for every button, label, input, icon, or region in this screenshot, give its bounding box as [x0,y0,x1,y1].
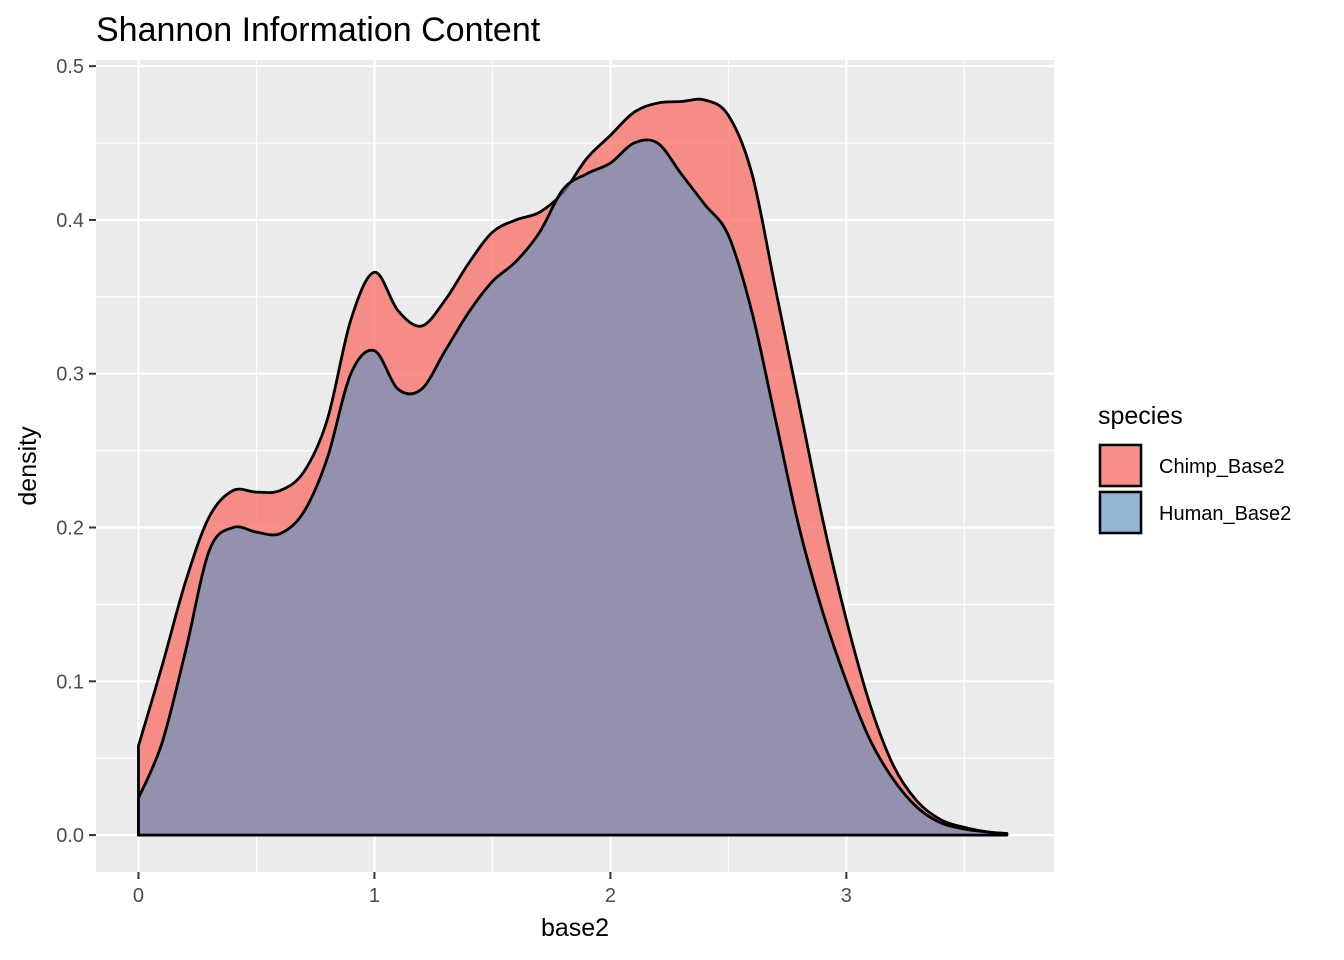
axes: 0 1 2 3 0.0 0.1 0.2 0.3 0.4 0.5 [56,56,852,907]
x-tick-label: 2 [605,885,616,907]
y-axis-title: density [14,426,42,506]
y-tick-label: 0.3 [56,364,84,386]
x-tick-label: 1 [369,885,380,907]
legend-label: Human_Base2 [1159,503,1291,525]
legend-key-swatch [1098,443,1143,488]
legend-key-swatch [1098,490,1143,535]
x-tick-label: 3 [841,885,852,907]
legend: species Chimp_Base2 Human_Base2 [1098,402,1291,535]
y-tick-label: 0.4 [56,210,84,232]
x-axis-title: base2 [541,914,609,942]
legend-item: Chimp_Base2 [1098,443,1285,488]
y-tick-label: 0.0 [56,825,84,847]
density-areas [137,97,1009,837]
y-tick-label: 0.1 [56,671,84,693]
legend-items: Chimp_Base2 Human_Base2 [1098,443,1291,535]
legend-title: species [1098,402,1183,430]
chart-title: Shannon Information Content [96,11,541,49]
y-tick-label: 0.2 [56,518,84,540]
density-area-human-base2 [137,138,1009,837]
legend-item: Human_Base2 [1098,490,1291,535]
y-tick-label: 0.5 [56,56,84,78]
x-tick-label: 0 [133,885,144,907]
legend-label: Chimp_Base2 [1159,456,1285,478]
